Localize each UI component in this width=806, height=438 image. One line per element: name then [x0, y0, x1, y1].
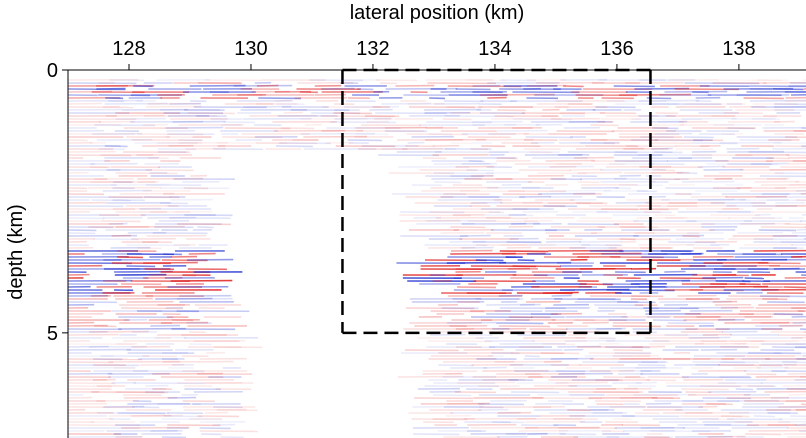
seismic-image: [67, 78, 806, 438]
y-axis-label: depth (km): [5, 204, 27, 300]
x-tick-label: 132: [356, 38, 389, 60]
x-tick-label: 136: [600, 38, 633, 60]
y-tick-label: 0: [47, 60, 58, 82]
x-tick-label: 128: [112, 38, 145, 60]
x-axis-label: lateral position (km): [350, 2, 525, 24]
y-tick-label: 5: [47, 323, 58, 345]
x-tick-label: 134: [478, 38, 511, 60]
x-tick-label: 138: [722, 38, 755, 60]
x-tick-label: 130: [234, 38, 267, 60]
